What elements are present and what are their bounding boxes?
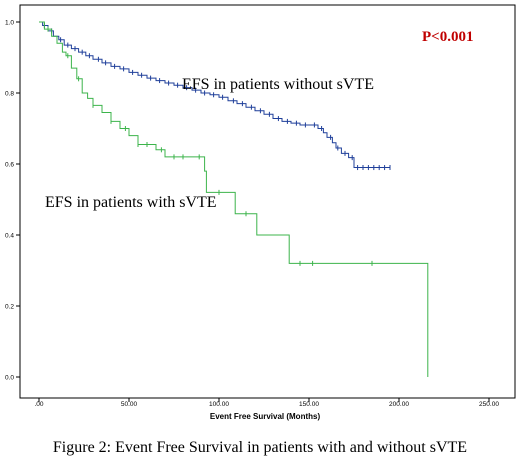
y-tick-label: 0.6 bbox=[5, 162, 14, 169]
plot-area bbox=[19, 4, 516, 399]
label-without-svte: EFS in patients without sVTE bbox=[182, 76, 374, 93]
label-with-svte: EFS in patients with sVTE bbox=[45, 194, 217, 211]
p-value-annotation: P<0.001 bbox=[422, 29, 473, 45]
x-tick-label: 200.00 bbox=[389, 401, 409, 408]
x-tick-label: 50.00 bbox=[121, 401, 138, 408]
y-tick-label: 0.2 bbox=[5, 304, 14, 311]
survival-line-without bbox=[39, 21, 390, 169]
x-axis-label: Event Free Survival (Months) bbox=[210, 412, 321, 421]
y-tick-label: 0.4 bbox=[5, 233, 14, 240]
figure-caption: Figure 2: Event Free Survival in patient… bbox=[53, 439, 467, 456]
x-tick-label: 100.00 bbox=[209, 401, 229, 408]
axis-ticks: .00 50.00 100.00 150.00 200.00 250.00 0.0 0.2 0.… bbox=[5, 20, 499, 409]
survival-line-with bbox=[39, 21, 429, 377]
y-tick-label: 0.8 bbox=[5, 91, 14, 98]
x-tick-label: 150.00 bbox=[299, 401, 319, 408]
x-tick-label: 250.00 bbox=[479, 401, 499, 408]
x-tick-label: .00 bbox=[34, 401, 43, 408]
survival-curves bbox=[39, 21, 429, 377]
y-tick-label: 1.0 bbox=[5, 20, 14, 27]
y-tick-label: 0.0 bbox=[5, 375, 14, 382]
